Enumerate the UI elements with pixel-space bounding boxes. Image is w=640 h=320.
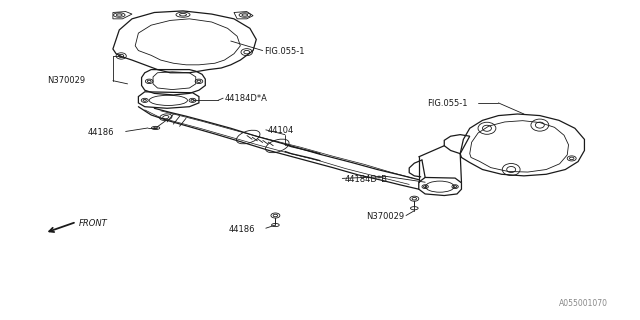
Text: FRONT: FRONT — [79, 219, 108, 228]
Text: N370029: N370029 — [366, 212, 404, 221]
Text: FIG.055-1: FIG.055-1 — [427, 99, 468, 108]
Text: A055001070: A055001070 — [559, 299, 608, 308]
Text: 44186: 44186 — [229, 225, 255, 234]
Text: 44186: 44186 — [88, 128, 114, 137]
Text: 44184D*A: 44184D*A — [225, 94, 268, 103]
Text: 44104: 44104 — [268, 126, 294, 135]
Text: 44184D*B: 44184D*B — [344, 174, 387, 184]
Text: FIG.055-1: FIG.055-1 — [264, 47, 305, 56]
Text: N370029: N370029 — [47, 76, 85, 85]
